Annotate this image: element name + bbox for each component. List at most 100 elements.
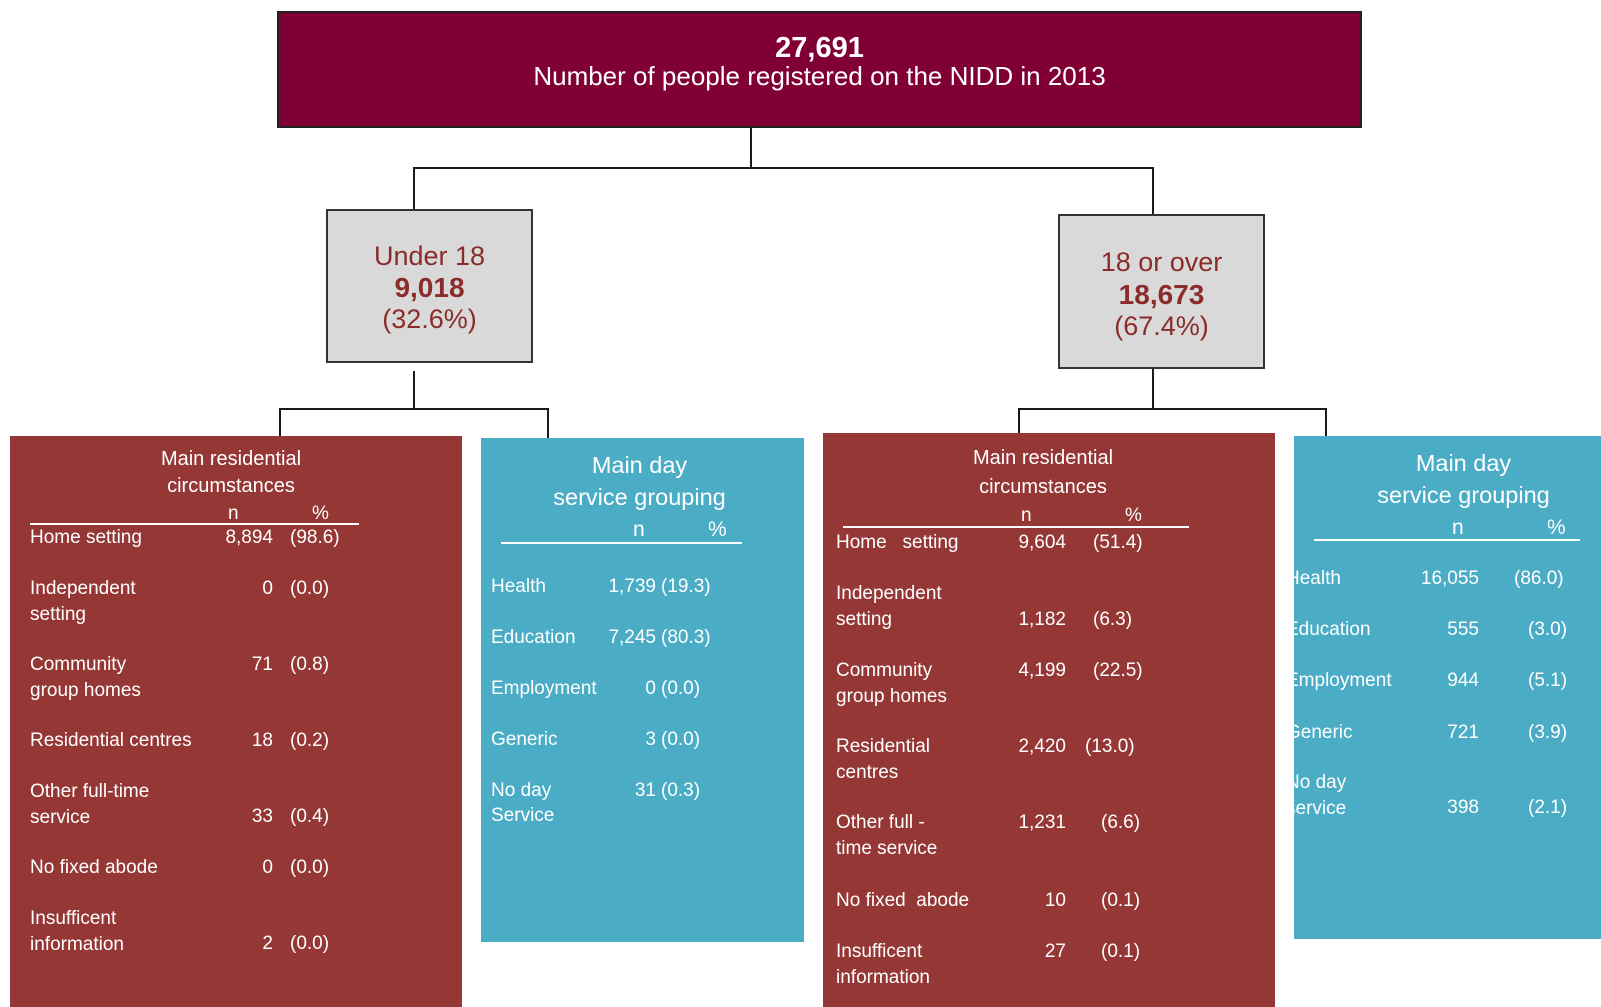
row-count: 27 — [1044, 941, 1066, 962]
panel-title-line1: Main day — [1415, 450, 1512, 476]
column-percent-header: % — [1125, 505, 1142, 526]
row-percent: (0.0) — [290, 857, 330, 878]
row-count: 4,199 — [1018, 660, 1066, 681]
connector-over18-stem — [1152, 369, 1154, 410]
column-percent-header: % — [708, 518, 727, 541]
connector-under18-bar — [279, 408, 549, 410]
row-label: Education — [491, 627, 576, 648]
row-label: Home setting — [836, 532, 959, 553]
row-percent: (51.4) — [1093, 532, 1143, 553]
row-percent: (3.9) — [1528, 722, 1568, 743]
row-count: 18 — [251, 730, 273, 751]
connector-under18-right-drop — [547, 408, 549, 438]
row-label-continued: service — [1286, 798, 1347, 819]
row-percent: (0.2) — [290, 730, 330, 751]
panel-title-line2: circumstances — [979, 476, 1107, 498]
row-percent: (6.3) — [1093, 609, 1133, 630]
row-label-continued: Service — [491, 805, 555, 826]
row-count: 1,182 — [1018, 609, 1066, 630]
row-label: Community — [30, 654, 127, 675]
row-label: Other full - — [836, 812, 925, 833]
row-label: Insufficent — [30, 908, 117, 929]
over-18-label: 18 or over — [1100, 247, 1223, 277]
row-label: Independent — [836, 583, 942, 604]
row-label-continued: time service — [836, 838, 938, 859]
row-percent: (0.0) — [661, 678, 701, 699]
row-percent: (0.8) — [290, 654, 330, 675]
row-label-continued: group homes — [30, 680, 141, 701]
row-count: 3 — [645, 729, 656, 750]
panel-title-line2: service grouping — [1377, 482, 1550, 508]
row-count: 1,231 — [1018, 812, 1066, 833]
total-registered-count: 27,691 — [775, 32, 864, 64]
total-registered-label: Number of people registered on the NIDD … — [533, 61, 1106, 91]
row-percent: (0.4) — [290, 806, 330, 827]
connector-top-bar — [413, 167, 1154, 169]
row-count: 8,894 — [225, 527, 273, 548]
row-label-continued: service — [30, 807, 91, 828]
row-count: 0 — [262, 857, 273, 878]
row-percent: (5.1) — [1528, 670, 1568, 691]
row-count: 31 — [634, 780, 656, 801]
row-percent: (86.0) — [1514, 568, 1564, 589]
row-percent: (19.3) — [661, 576, 711, 597]
row-label-continued: setting — [836, 609, 892, 630]
under-18-day-service-panel: Main day service grouping n % Health 1,73… — [481, 438, 804, 942]
row-label: Independent — [30, 578, 136, 599]
row-count: 0 — [262, 578, 273, 599]
row-count: 2,420 — [1018, 736, 1066, 757]
row-percent: (0.0) — [290, 933, 330, 954]
row-percent: (98.6) — [290, 527, 340, 548]
panel-title-line1: Main residential — [160, 448, 302, 470]
row-label: Generic — [491, 729, 558, 750]
row-label-continued: setting — [30, 604, 86, 625]
row-count: 721 — [1447, 722, 1479, 743]
row-count: 398 — [1447, 797, 1479, 818]
row-count: 9,604 — [1018, 532, 1066, 553]
row-percent: (22.5) — [1093, 660, 1143, 681]
row-label: Home setting — [30, 527, 142, 548]
row-label-continued: centres — [836, 762, 899, 783]
column-n-header: n — [633, 518, 645, 541]
row-percent: (0.0) — [661, 729, 701, 750]
row-count: 555 — [1447, 619, 1479, 640]
row-count: 10 — [1044, 890, 1066, 911]
row-count: 7,245 — [608, 627, 656, 648]
row-label: No day — [491, 780, 552, 801]
column-n-header: n — [1021, 505, 1032, 526]
under-18-percent: (32.6%) — [382, 304, 477, 334]
row-percent: (80.3) — [661, 627, 711, 648]
row-percent: (2.1) — [1528, 797, 1568, 818]
panel-title-line2: circumstances — [167, 475, 295, 497]
header-rule — [30, 523, 359, 525]
row-count: 71 — [251, 654, 273, 675]
row-count: 16,055 — [1420, 568, 1479, 589]
panel-title-line1: Main day — [591, 452, 688, 478]
row-label: Generic — [1286, 722, 1353, 743]
panel-title-line1: Main residential — [972, 447, 1114, 469]
row-label-continued: group homes — [836, 686, 947, 707]
row-percent: (3.0) — [1528, 619, 1568, 640]
header-rule — [501, 542, 742, 544]
column-percent-header: % — [1547, 516, 1566, 539]
over-18-residential-panel: Main residential circumstances n % Home … — [823, 433, 1275, 1007]
row-percent: (13.0) — [1085, 736, 1135, 757]
row-label: Insufficent — [836, 941, 923, 962]
over-18-percent: (67.4%) — [1114, 311, 1209, 341]
over-18-day-service-panel: Main day service grouping n % Health 16,0… — [1286, 436, 1601, 939]
under-18-count: 9,018 — [394, 272, 465, 303]
panel-title-line2: service grouping — [553, 484, 726, 510]
row-label-continued: information — [30, 934, 124, 955]
row-label: Residential centres — [30, 730, 192, 751]
row-percent: (0.3) — [661, 780, 701, 801]
connector-top-stem — [750, 127, 752, 169]
connector-under18-drop — [413, 167, 415, 210]
row-count: 0 — [645, 678, 656, 699]
row-percent: (0.1) — [1101, 890, 1141, 911]
total-registered-box: 27,691 Number of people registered on th… — [277, 11, 1362, 128]
column-n-header: n — [228, 503, 239, 524]
over-18-count: 18,673 — [1118, 279, 1205, 310]
connector-over18-drop — [1152, 167, 1154, 215]
row-percent: (0.1) — [1101, 941, 1141, 962]
connector-over18-left-drop — [1018, 408, 1020, 433]
